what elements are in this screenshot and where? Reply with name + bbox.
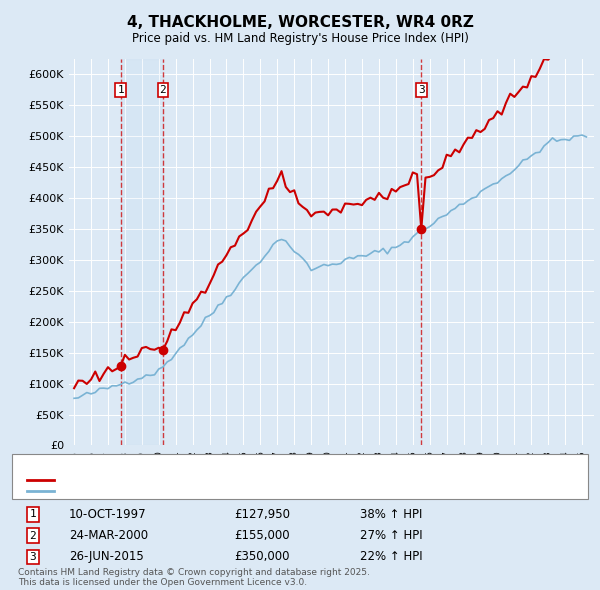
- Text: 4, THACKHOLME, WORCESTER, WR4 0RZ (detached house): 4, THACKHOLME, WORCESTER, WR4 0RZ (detac…: [60, 475, 383, 484]
- Text: 22% ↑ HPI: 22% ↑ HPI: [360, 550, 422, 563]
- Bar: [121, 59, 163, 445]
- Text: 4, THACKHOLME, WORCESTER, WR4 0RZ: 4, THACKHOLME, WORCESTER, WR4 0RZ: [127, 15, 473, 30]
- Text: 2: 2: [29, 531, 37, 540]
- Text: 3: 3: [29, 552, 37, 562]
- Text: £350,000: £350,000: [234, 550, 290, 563]
- Text: 38% ↑ HPI: 38% ↑ HPI: [360, 508, 422, 521]
- Text: 3: 3: [418, 85, 425, 95]
- Text: HPI: Average price, detached house, Worcester: HPI: Average price, detached house, Worc…: [60, 486, 317, 496]
- Text: 26-JUN-2015: 26-JUN-2015: [69, 550, 144, 563]
- Text: £155,000: £155,000: [234, 529, 290, 542]
- Text: Contains HM Land Registry data © Crown copyright and database right 2025.
This d: Contains HM Land Registry data © Crown c…: [18, 568, 370, 587]
- Text: Price paid vs. HM Land Registry's House Price Index (HPI): Price paid vs. HM Land Registry's House …: [131, 32, 469, 45]
- Text: 24-MAR-2000: 24-MAR-2000: [69, 529, 148, 542]
- Text: 27% ↑ HPI: 27% ↑ HPI: [360, 529, 422, 542]
- Text: 2: 2: [160, 85, 166, 95]
- Text: £127,950: £127,950: [234, 508, 290, 521]
- Text: 10-OCT-1997: 10-OCT-1997: [69, 508, 146, 521]
- Text: 1: 1: [117, 85, 124, 95]
- Text: 1: 1: [29, 510, 37, 519]
